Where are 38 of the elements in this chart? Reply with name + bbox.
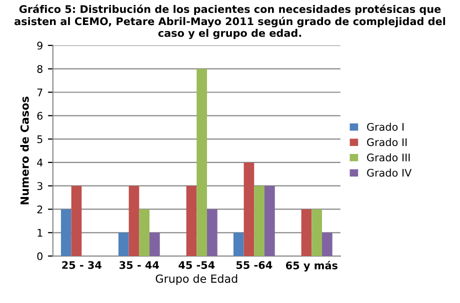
y-tick-label: 1 [38, 229, 42, 237]
y-tick-label: 0 [37, 252, 42, 260]
bar [139, 209, 150, 256]
bar [301, 209, 312, 256]
legend-label: Grado I [367, 122, 404, 131]
x-tick-label: 35 - 44 [120, 261, 159, 269]
bar [244, 162, 254, 256]
y-tick-label: 6 [37, 112, 43, 120]
legend-label: Grado III [367, 153, 410, 162]
bar [264, 186, 275, 256]
y-tick-label: 4 [37, 158, 43, 166]
bar [196, 68, 207, 256]
bar [186, 186, 197, 256]
bar [60, 209, 72, 256]
bar [128, 186, 140, 256]
x-tick-label: 55 -64 [236, 261, 272, 269]
bar [233, 232, 244, 256]
y-tick-label: 9 [37, 42, 42, 50]
y-tick-label: 7 [37, 88, 42, 96]
x-tick-label: 25 - 34 [62, 261, 102, 269]
y-axis-title: Numero de Casos [20, 96, 29, 204]
bar [207, 209, 218, 256]
y-tick-label: 8 [37, 65, 42, 73]
chart-title: Gráfico 5: Distribución de los pacientes con necesidades protésicas que asisten al CEMO, Petare Abril-Mayo 2011 según grado de complejidad del caso y el grupo de edad. [14, 4, 446, 40]
bar [71, 186, 82, 256]
bar [322, 232, 332, 256]
legend-label: Grado IV [367, 168, 412, 177]
bar [254, 186, 264, 256]
legend-label: Grado II [367, 138, 407, 146]
y-tick-label: 3 [37, 182, 42, 190]
bar [312, 209, 322, 256]
bar [150, 232, 160, 256]
y-tick-label: 5 [37, 135, 42, 144]
bar [118, 232, 129, 256]
x-tick-label: 45 -54 [178, 261, 215, 269]
x-tick-label: 65 y más [286, 260, 338, 272]
x-axis-title: Grupo de Edad [156, 274, 238, 286]
y-tick-label: 2 [37, 205, 42, 214]
